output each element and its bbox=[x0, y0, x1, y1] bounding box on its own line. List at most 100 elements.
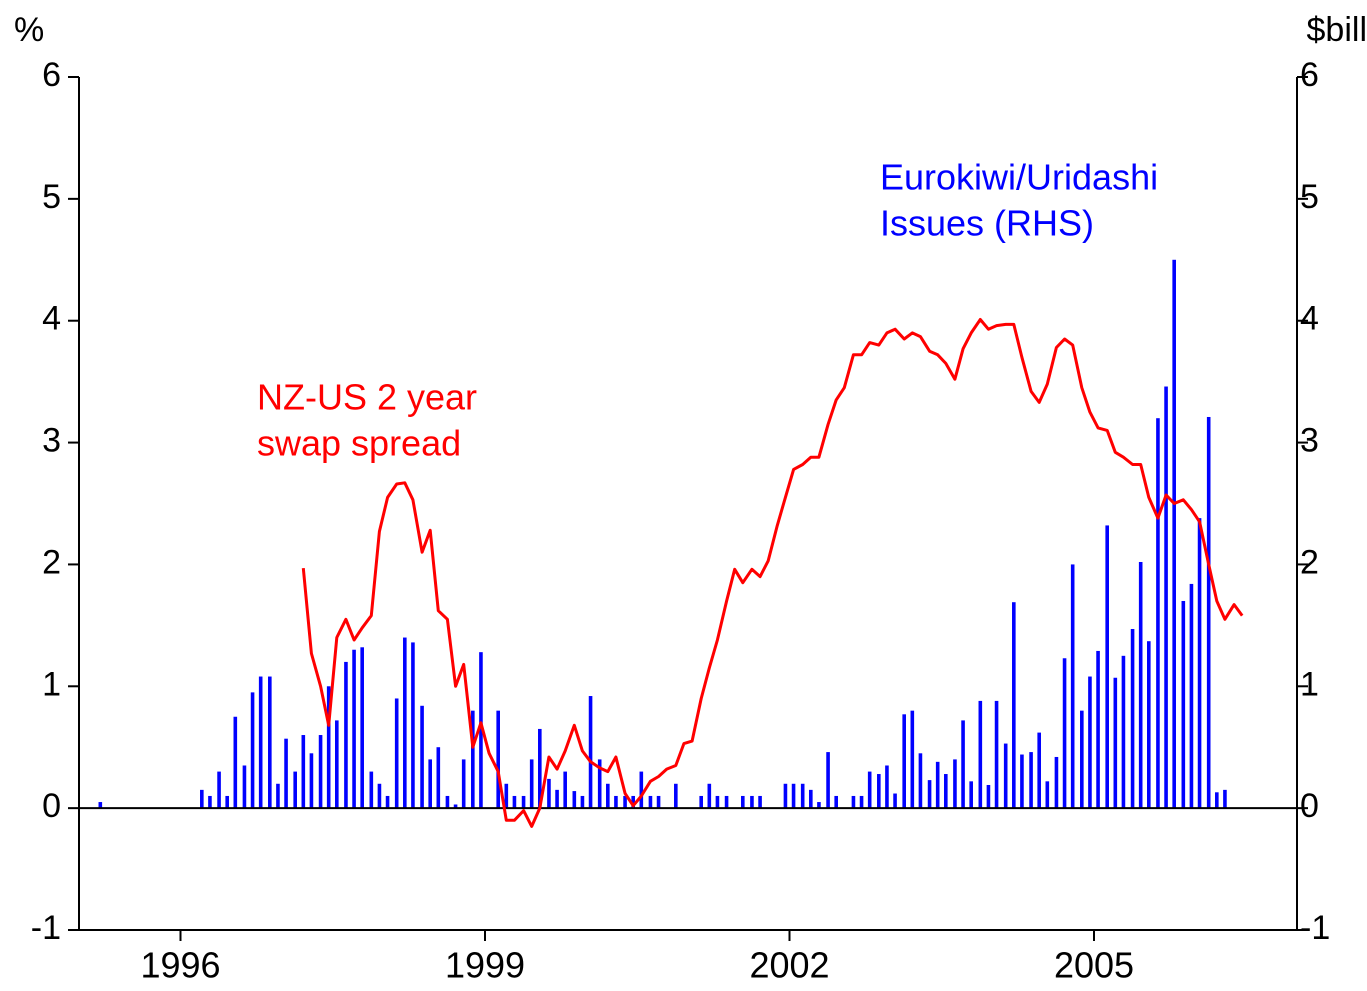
bar bbox=[98, 802, 103, 809]
bar bbox=[623, 795, 627, 809]
y2-tick-label: 4 bbox=[1300, 300, 1319, 338]
bar bbox=[1020, 754, 1024, 809]
bar bbox=[1080, 710, 1084, 809]
bar bbox=[242, 765, 247, 809]
bar bbox=[674, 783, 678, 809]
bar bbox=[614, 795, 618, 809]
annotation: Eurokiwi/Uridashi bbox=[880, 157, 1158, 198]
bar bbox=[910, 710, 915, 809]
bar bbox=[699, 795, 703, 809]
bar bbox=[504, 783, 509, 809]
bar bbox=[572, 791, 577, 809]
bar bbox=[1045, 781, 1050, 809]
y2-tick-label: 0 bbox=[1300, 787, 1319, 825]
y2-tick-label: 6 bbox=[1300, 56, 1319, 94]
y-tick-label: 1 bbox=[42, 665, 61, 703]
bar bbox=[309, 753, 314, 809]
bar bbox=[1164, 386, 1168, 809]
bar bbox=[344, 661, 348, 809]
bar bbox=[318, 735, 323, 809]
bar bbox=[1138, 561, 1143, 809]
bar bbox=[428, 759, 432, 809]
y2-tick-label: -1 bbox=[1300, 909, 1330, 947]
annotation: Issues (RHS) bbox=[880, 203, 1094, 244]
x-tick-label: 2005 bbox=[1054, 945, 1134, 986]
bar bbox=[461, 759, 466, 809]
bar bbox=[1121, 655, 1126, 809]
bar bbox=[758, 795, 762, 809]
bar bbox=[326, 686, 331, 809]
y-tick-label: 0 bbox=[42, 787, 61, 825]
bar bbox=[369, 771, 374, 809]
bar bbox=[1105, 525, 1109, 809]
x-tick-label: 1999 bbox=[445, 945, 525, 986]
x-tick-label: 2002 bbox=[749, 945, 829, 986]
bar bbox=[1113, 677, 1118, 809]
bar bbox=[978, 700, 983, 809]
bar bbox=[927, 780, 932, 809]
bar bbox=[200, 789, 204, 809]
bar bbox=[885, 765, 889, 809]
annotation: swap spread bbox=[257, 423, 461, 464]
bar bbox=[420, 705, 424, 809]
bar bbox=[1197, 518, 1202, 809]
bar bbox=[385, 795, 390, 809]
bar bbox=[961, 720, 965, 809]
bar bbox=[867, 771, 872, 809]
bar bbox=[800, 783, 805, 809]
bar bbox=[724, 795, 729, 809]
y2-tick-label: 3 bbox=[1300, 422, 1319, 460]
bar bbox=[529, 759, 534, 809]
y2-axis-label: $bill bbox=[1307, 11, 1367, 49]
bar bbox=[377, 783, 382, 809]
y2-tick-label: 2 bbox=[1300, 543, 1319, 581]
bar bbox=[783, 783, 788, 809]
bar bbox=[512, 795, 517, 809]
bar bbox=[1037, 732, 1041, 809]
bar bbox=[986, 784, 991, 809]
bar bbox=[1181, 600, 1186, 809]
bar bbox=[902, 714, 906, 809]
bar bbox=[877, 774, 881, 809]
bar bbox=[293, 771, 297, 809]
bar bbox=[217, 771, 221, 809]
bar bbox=[918, 753, 923, 809]
bar bbox=[471, 710, 475, 809]
bar bbox=[707, 783, 712, 809]
bar bbox=[1130, 629, 1135, 809]
bar bbox=[817, 802, 821, 809]
bar bbox=[233, 716, 238, 809]
bar bbox=[809, 789, 813, 809]
bar bbox=[394, 698, 399, 809]
bar bbox=[276, 783, 280, 809]
bar bbox=[1054, 756, 1059, 809]
bar bbox=[268, 676, 272, 809]
bar bbox=[411, 642, 415, 809]
bar bbox=[741, 795, 745, 809]
bar bbox=[225, 795, 229, 809]
bar bbox=[258, 676, 263, 809]
bar bbox=[403, 637, 407, 809]
bar bbox=[352, 649, 356, 809]
y-axis-label: % bbox=[14, 11, 44, 49]
bar bbox=[715, 795, 720, 809]
bar bbox=[1029, 752, 1033, 809]
bar bbox=[935, 761, 940, 809]
bar bbox=[1147, 641, 1151, 809]
y2-tick-label: 5 bbox=[1300, 178, 1319, 216]
bar bbox=[1189, 583, 1194, 809]
bar bbox=[859, 795, 864, 809]
bar bbox=[834, 795, 838, 809]
y2-tick-label: 1 bbox=[1300, 665, 1319, 703]
bar bbox=[563, 771, 567, 809]
bar bbox=[445, 795, 450, 809]
annotation: NZ-US 2 year bbox=[257, 377, 477, 418]
bar bbox=[436, 747, 441, 809]
bar bbox=[479, 652, 483, 809]
bar bbox=[580, 795, 585, 809]
bar bbox=[1062, 658, 1067, 809]
bar bbox=[1070, 564, 1075, 809]
bar bbox=[1088, 676, 1092, 809]
bar bbox=[944, 774, 948, 809]
